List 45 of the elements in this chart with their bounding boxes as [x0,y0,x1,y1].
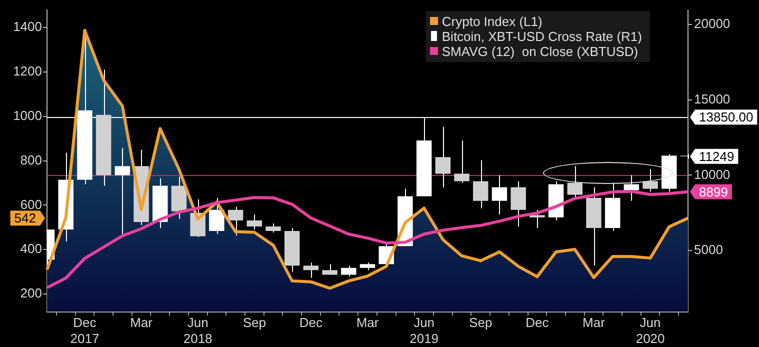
y-tick-label: 800 [20,152,42,168]
legend-label: Crypto Index (L1) [442,14,542,29]
x-tick-label: Dec 2017 [70,315,100,346]
candlestick [567,166,582,200]
candlestick [341,265,356,277]
text: 11249 [699,148,734,164]
candlestick [209,197,224,234]
x-tick-label: Mar [582,315,606,330]
y-tick-label: 1400 [13,19,42,34]
y-tick-label: 600 [20,196,42,212]
candlestick [228,206,244,236]
x-tick-label: Jun 2019 [410,315,439,346]
x-tick-label: Sep [469,315,492,330]
y-tick-label: 1200 [13,64,42,79]
candlestick [624,174,640,202]
candlestick [510,180,526,227]
candlestick [246,214,262,230]
legend-label: SMAVG (12) on Close (XBTUSD) [442,44,638,59]
x-tick-label: Jun 2020 [636,315,665,346]
candlestick [530,209,545,228]
x-tick-label: Mar [356,315,380,330]
y2-tick-label: 5000 [694,242,723,258]
data-label: 8899 [699,184,728,200]
y2-tick-label: 10000 [694,166,730,182]
legend-label: Bitcoin, XBT-USD Cross Rate (R1) [442,28,642,44]
candlestick [642,168,658,192]
candlestick [492,174,508,215]
candlestick [266,222,281,233]
candlestick [435,126,451,188]
y2-tick-label: 15000 [694,91,730,106]
candlestick [114,148,130,234]
y2-tick-label: 20000 [694,16,730,32]
ref-line-label: 13850.00 [699,110,754,125]
candlestick [454,140,470,184]
x-tick-label: Sep [242,315,266,330]
y-tick-label: 400 [20,241,42,256]
y-tick-label: 1000 [13,108,42,123]
x-tick-label: Dec [526,315,550,330]
candlestick [473,160,488,209]
x-tick-label: Jun 2018 [183,315,212,346]
x-tick-label: Dec [299,315,323,330]
y-tick-label: 200 [20,286,42,301]
text: 542 [14,210,36,226]
x-tick-label: Mar [130,315,154,330]
candlestick [303,262,319,278]
